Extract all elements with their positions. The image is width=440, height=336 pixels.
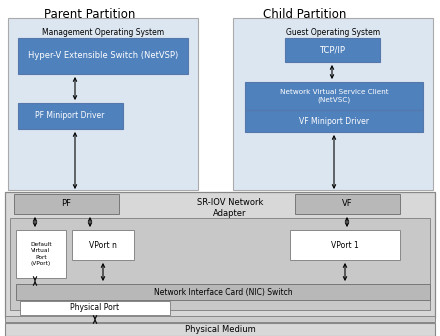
Text: PF Miniport Driver: PF Miniport Driver	[35, 112, 105, 121]
Bar	[5, 316, 435, 322]
Bar	[8, 18, 198, 190]
Bar	[10, 218, 430, 310]
Text: VPort 1: VPort 1	[331, 241, 359, 250]
Text: TCP/IP: TCP/IP	[319, 45, 345, 54]
Bar	[72, 230, 134, 260]
Bar	[245, 110, 423, 132]
Bar	[18, 103, 123, 129]
Bar	[290, 230, 400, 260]
Bar	[5, 192, 435, 318]
Bar	[16, 230, 66, 278]
Bar	[5, 323, 435, 336]
Bar	[16, 284, 430, 300]
Text: Parent Partition: Parent Partition	[44, 8, 136, 21]
Text: Management Operating System: Management Operating System	[42, 28, 164, 37]
Bar	[285, 38, 380, 62]
Bar	[295, 194, 400, 214]
Text: VF Miniport Driver: VF Miniport Driver	[299, 117, 369, 126]
Text: Network Virtual Service Client
(NetVSC): Network Virtual Service Client (NetVSC)	[280, 89, 389, 103]
Text: Hyper-V Extensible Switch (NetVSP): Hyper-V Extensible Switch (NetVSP)	[28, 51, 178, 60]
Text: VPort n: VPort n	[89, 241, 117, 250]
Text: SR-IOV Network
Adapter: SR-IOV Network Adapter	[197, 198, 263, 218]
Bar	[14, 194, 119, 214]
Bar	[245, 82, 423, 110]
Text: Physical Port: Physical Port	[70, 303, 120, 312]
Bar	[20, 301, 170, 315]
Bar	[18, 38, 188, 74]
Text: VF: VF	[342, 200, 352, 209]
Bar	[233, 18, 433, 190]
Text: PF: PF	[61, 200, 71, 209]
Text: Default
Virtual
Port
(VPort): Default Virtual Port (VPort)	[30, 242, 52, 266]
Text: Guest Operating System: Guest Operating System	[286, 28, 380, 37]
Text: Child Partition: Child Partition	[263, 8, 347, 21]
Text: Physical Medium: Physical Medium	[185, 325, 255, 334]
Text: Network Interface Card (NIC) Switch: Network Interface Card (NIC) Switch	[154, 288, 292, 296]
